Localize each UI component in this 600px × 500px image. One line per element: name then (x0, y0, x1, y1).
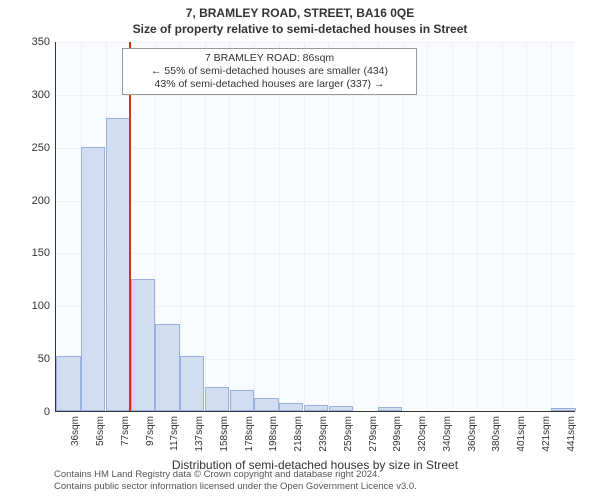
y-tick-label: 300 (10, 89, 50, 101)
x-tick-label: 239sqm (318, 416, 329, 452)
x-tick-label: 259sqm (343, 416, 354, 452)
y-tick-label: 50 (10, 353, 50, 365)
histogram-plot (55, 42, 575, 412)
footer-attribution: Contains HM Land Registry data © Crown c… (54, 469, 417, 493)
y-tick-label: 200 (10, 195, 50, 207)
histogram-bar (205, 387, 229, 411)
x-tick-label: 218sqm (293, 416, 304, 452)
x-tick-label: 401sqm (516, 416, 527, 452)
histogram-bar (56, 356, 80, 411)
histogram-bar (155, 324, 179, 411)
y-tick-label: 100 (10, 300, 50, 312)
x-tick-label: 137sqm (194, 416, 205, 452)
page-title: 7, BRAMLEY ROAD, STREET, BA16 0QE (0, 6, 600, 20)
histogram-bar (279, 403, 303, 411)
footer-line1: Contains HM Land Registry data © Crown c… (54, 469, 417, 481)
histogram-bar (254, 398, 278, 411)
x-tick-label: 441sqm (566, 416, 577, 452)
x-tick-label: 117sqm (169, 416, 180, 451)
y-tick-label: 150 (10, 247, 50, 259)
plot-area: Number of semi-detached properties Distr… (55, 42, 575, 412)
histogram-bar (230, 390, 254, 411)
histogram-bar (378, 407, 402, 411)
x-tick-label: 320sqm (417, 416, 428, 452)
y-tick-label: 0 (10, 406, 50, 418)
y-tick-label: 350 (10, 36, 50, 48)
y-tick-label: 250 (10, 142, 50, 154)
x-tick-label: 56sqm (95, 416, 106, 446)
reference-line (129, 42, 131, 411)
histogram-bar (304, 405, 328, 411)
x-tick-label: 380sqm (491, 416, 502, 452)
x-tick-label: 360sqm (467, 416, 478, 452)
x-tick-label: 421sqm (541, 416, 552, 452)
histogram-bar (106, 118, 130, 411)
x-tick-label: 198sqm (268, 416, 279, 452)
x-tick-label: 158sqm (219, 416, 230, 452)
x-tick-label: 299sqm (392, 416, 403, 452)
legend-box: 7 BRAMLEY ROAD: 86sqm ← 55% of semi-deta… (122, 48, 417, 95)
chart-container: 7, BRAMLEY ROAD, STREET, BA16 0QE Size o… (0, 0, 600, 500)
histogram-bar (329, 406, 353, 411)
x-tick-label: 77sqm (120, 416, 131, 446)
x-tick-label: 279sqm (368, 416, 379, 452)
x-tick-label: 97sqm (145, 416, 156, 446)
x-tick-label: 340sqm (442, 416, 453, 452)
legend-line-smaller: ← 55% of semi-detached houses are smalle… (131, 65, 408, 78)
legend-line-larger: 43% of semi-detached houses are larger (… (131, 78, 408, 91)
histogram-bar (180, 356, 204, 411)
x-tick-label: 178sqm (244, 416, 255, 452)
histogram-bar (81, 147, 105, 411)
histogram-bar (551, 408, 575, 411)
legend-line-subject: 7 BRAMLEY ROAD: 86sqm (131, 52, 408, 65)
footer-line2: Contains public sector information licen… (54, 481, 417, 493)
histogram-bar (131, 279, 155, 411)
x-tick-label: 36sqm (70, 416, 81, 446)
chart-subtitle: Size of property relative to semi-detach… (0, 22, 600, 36)
